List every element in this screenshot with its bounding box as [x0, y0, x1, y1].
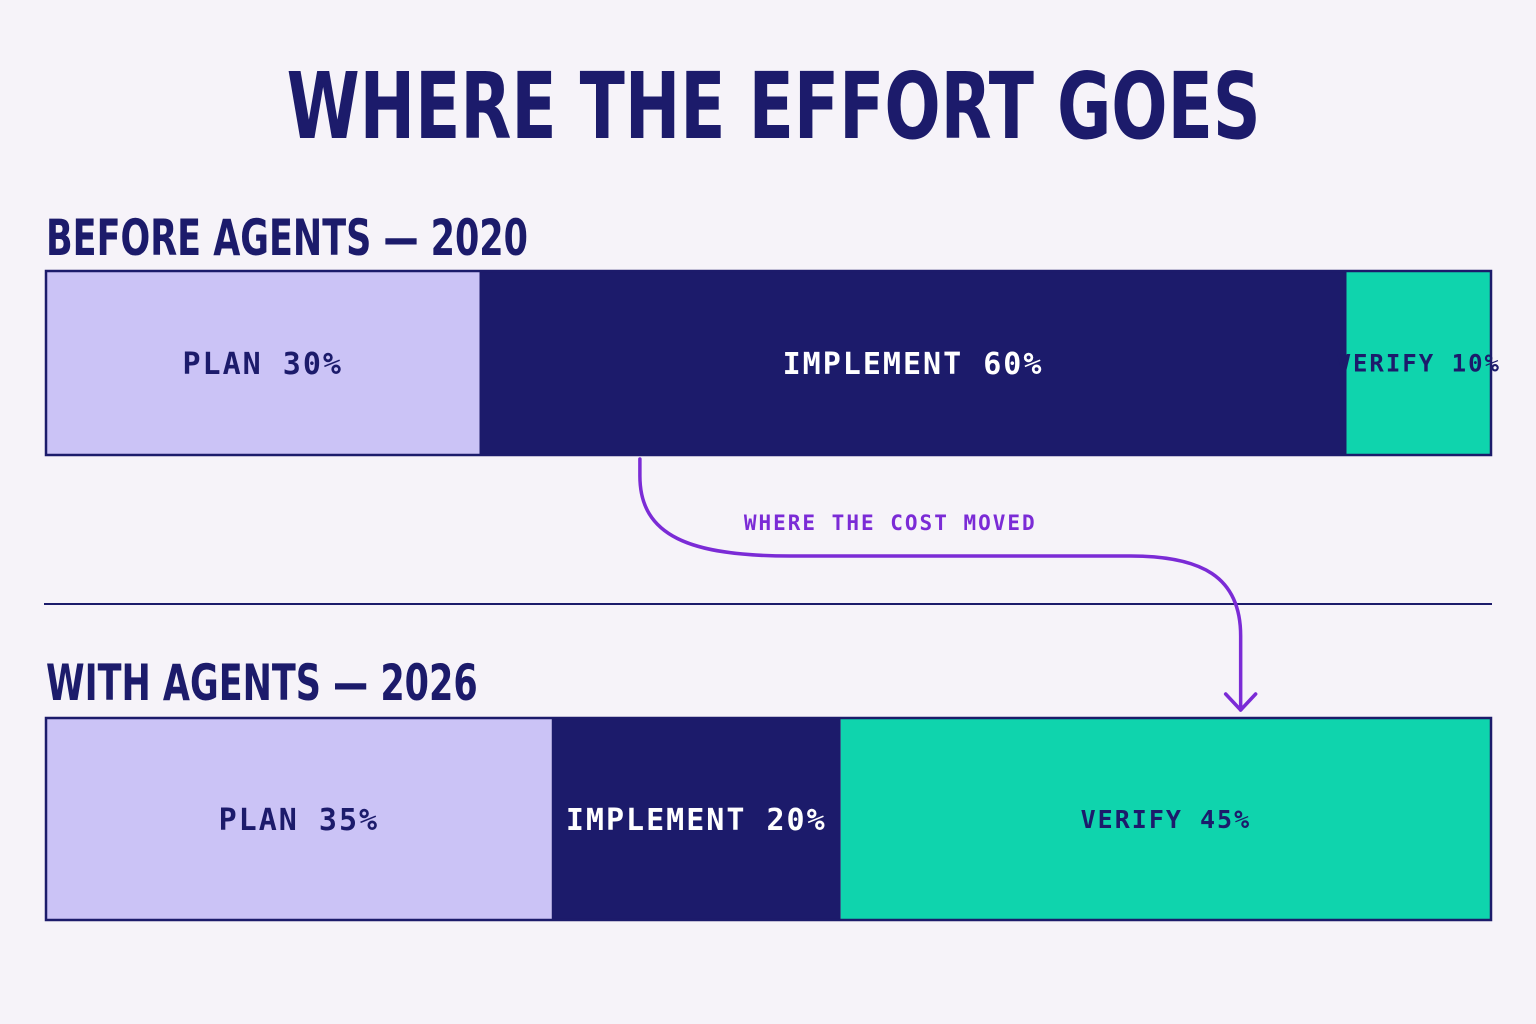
- bar-segment-plan: [46, 271, 480, 455]
- segment-label: IMPLEMENT 60%: [783, 347, 1044, 382]
- bar-outline: [44, 269, 1493, 457]
- row-heading: BEFORE AGENTS — 2020: [46, 210, 528, 268]
- bar-outline: [44, 716, 1493, 922]
- segment-label: IMPLEMENT 20%: [566, 803, 827, 838]
- bar-row-2: WITH AGENTS — 2026 PLAN 35% IMPLEMENT 20% V…: [44, 655, 1493, 922]
- segment-label: PLAN 30%: [183, 347, 344, 382]
- row-heading: WITH AGENTS — 2026: [46, 655, 478, 713]
- annotation-label: WHERE THE COST MOVED: [744, 511, 1037, 535]
- page-title: WHERE THE EFFORT GOES: [286, 53, 1261, 160]
- segment-label: VERIFY 45%: [1081, 805, 1252, 834]
- segment-label: VERIFY 10%: [1337, 350, 1502, 378]
- bar-segment-implement: [551, 718, 841, 920]
- bar-row-1: BEFORE AGENTS — 2020 PLAN 30% IMPLEMENT 60…: [44, 210, 1502, 457]
- cost-moved-arrow: [638, 457, 1243, 712]
- arrowhead-icon: [1223, 692, 1258, 712]
- bar-segment-implement: [479, 271, 1347, 455]
- bar-segment-verify: [840, 718, 1491, 920]
- bar-segment-plan: [46, 718, 552, 920]
- segment-label: PLAN 35%: [219, 803, 380, 838]
- bar-segment-verify: [1346, 271, 1491, 455]
